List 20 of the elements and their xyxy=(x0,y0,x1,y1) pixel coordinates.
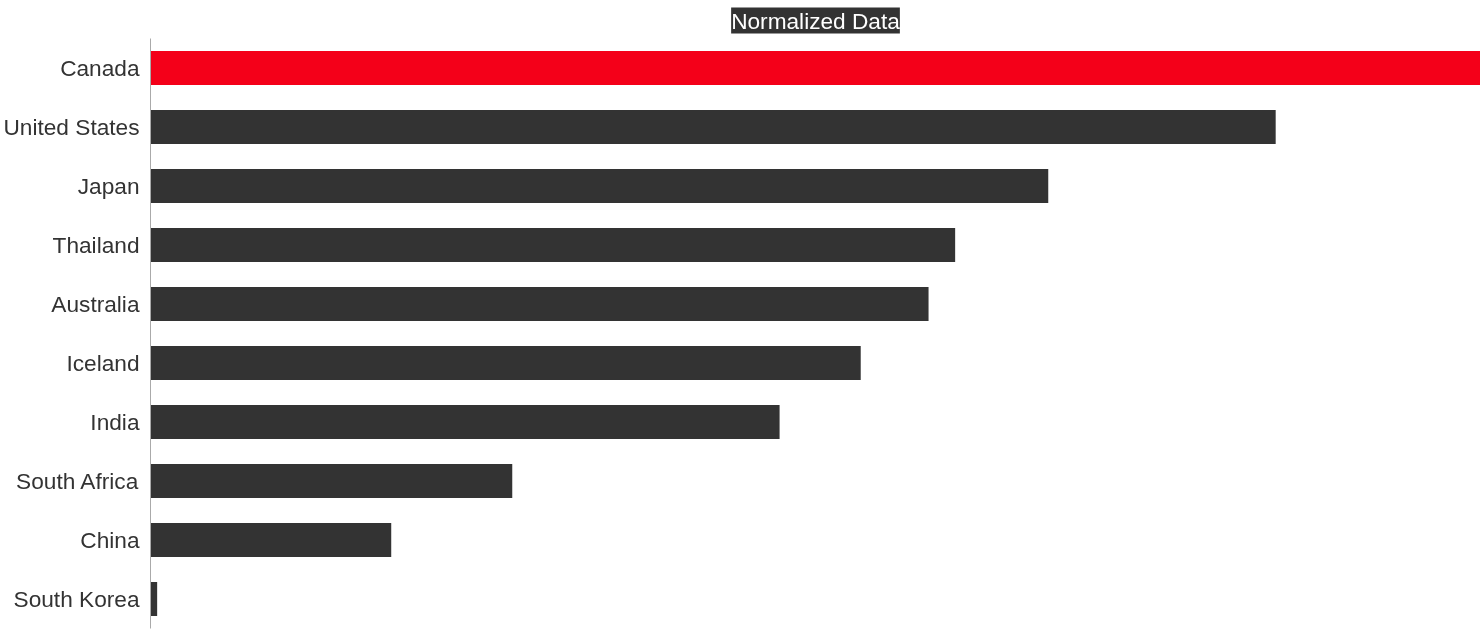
y-tick-label: Japan xyxy=(77,173,140,199)
bar xyxy=(150,404,780,440)
bar xyxy=(150,463,513,499)
bar xyxy=(150,522,392,558)
y-tick-label: South Africa xyxy=(16,468,139,494)
y-tick-label: Australia xyxy=(51,291,140,317)
bar xyxy=(150,50,1480,86)
y-tick-label: Iceland xyxy=(66,350,140,376)
bar xyxy=(150,109,1276,145)
bar xyxy=(150,168,1049,204)
y-tick-label: South Korea xyxy=(13,586,140,612)
y-tick-label: Thailand xyxy=(52,232,140,258)
bar xyxy=(150,227,956,263)
bar xyxy=(150,345,861,381)
y-tick-label: China xyxy=(80,527,140,553)
chart-title: Normalized Data xyxy=(731,7,901,34)
bar xyxy=(150,286,929,322)
y-tick-label: Canada xyxy=(60,55,140,81)
y-tick-label: India xyxy=(90,409,140,435)
y-tick-label: United States xyxy=(3,114,140,140)
